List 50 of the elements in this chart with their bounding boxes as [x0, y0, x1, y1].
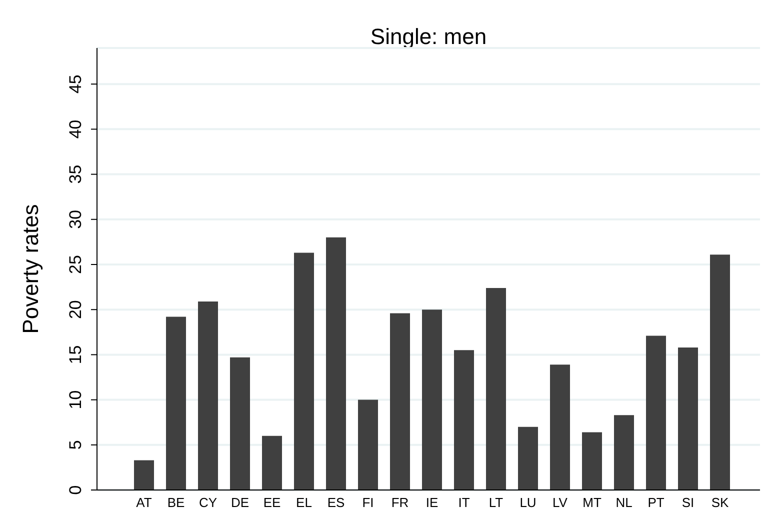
y-tick-label: 35 — [66, 164, 85, 184]
y-tick-label: 5 — [66, 440, 85, 450]
y-axis-title: Poverty rates — [18, 204, 43, 334]
bar — [422, 310, 442, 490]
bar — [454, 350, 474, 490]
y-tick-label: 15 — [66, 345, 85, 364]
y-tick-label: 45 — [66, 74, 85, 94]
x-tick-label: FI — [362, 495, 374, 510]
bar — [582, 432, 602, 490]
bar — [358, 400, 378, 490]
bar — [262, 436, 282, 490]
bar — [518, 426, 538, 490]
x-tick-label: IT — [458, 495, 470, 510]
x-tick-label: SI — [682, 495, 694, 510]
x-tick-label: LV — [552, 495, 568, 510]
x-tick-label: NL — [616, 495, 632, 510]
y-tick-label: 10 — [66, 390, 85, 410]
y-tick-label: 25 — [66, 255, 85, 274]
bar — [230, 357, 250, 490]
bar — [710, 254, 730, 490]
bar — [614, 415, 634, 490]
y-tick-label: 0 — [66, 485, 85, 495]
x-tick-label: LT — [488, 495, 504, 510]
x-tick-label: EE — [263, 495, 281, 510]
y-tick-label: 20 — [66, 300, 85, 320]
bar — [678, 347, 698, 490]
x-tick-label: PT — [648, 495, 664, 510]
x-tick-label: IE — [426, 495, 438, 510]
x-tick-label: AT — [136, 495, 152, 510]
bar — [198, 301, 218, 490]
x-tick-label: SK — [711, 495, 729, 510]
bar — [550, 364, 570, 490]
x-tick-label: BE — [167, 495, 185, 510]
bar — [166, 316, 186, 490]
bar — [646, 336, 666, 490]
y-tick-label: 40 — [66, 120, 85, 139]
x-tick-label: ES — [327, 495, 345, 510]
bar — [134, 460, 154, 490]
x-tick-label: EL — [296, 495, 312, 510]
x-tick-label: MT — [582, 495, 602, 510]
x-tick-label: CY — [198, 495, 218, 510]
chart-title: Single: men — [369, 24, 488, 50]
y-tick-label: 30 — [66, 210, 85, 229]
x-tick-label: LU — [520, 495, 536, 510]
bar — [390, 313, 410, 490]
bar — [294, 252, 314, 490]
bar — [326, 237, 346, 490]
bar — [486, 288, 506, 490]
x-tick-label: DE — [230, 495, 250, 510]
x-tick-label: FR — [391, 495, 409, 510]
